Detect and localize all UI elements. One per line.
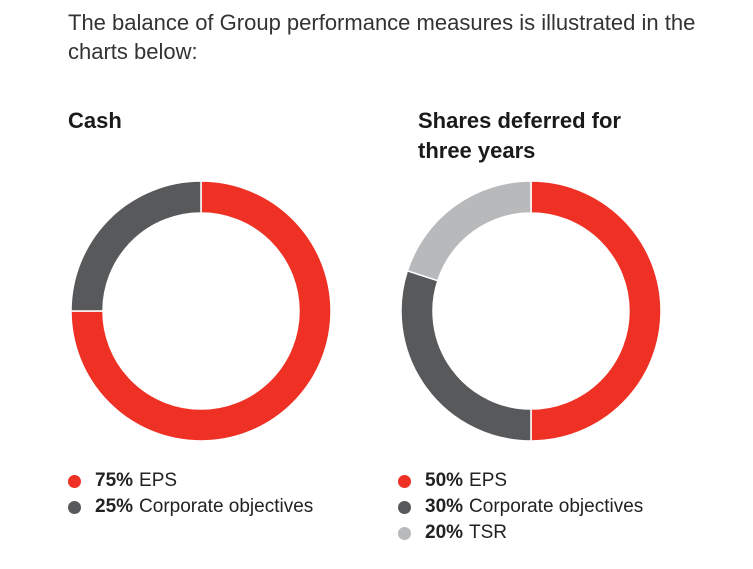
legend-item: 75% EPS (68, 468, 313, 494)
chart-title-shares-deferred: Shares deferred for three years (418, 108, 621, 163)
legend-shares-deferred: 50% EPS 30% Corporate objectives 20% TSR (398, 468, 643, 546)
donut-chart-cash (70, 180, 332, 442)
legend-percent: 30% (425, 496, 464, 517)
legend-percent: 75% (95, 470, 134, 491)
legend-label: Corporate objectives (469, 496, 644, 517)
donut-slice-eps (70, 180, 332, 442)
legend-label: EPS (469, 470, 508, 491)
donut-slice-tsr (406, 180, 532, 282)
donut-slice-corporate-objectives (400, 269, 532, 442)
legend-dot-tsr (398, 526, 411, 540)
legend-item: 20% TSR (398, 520, 643, 546)
legend-dot-eps (68, 474, 81, 488)
legend-percent: 25% (95, 496, 134, 517)
legend-label: EPS (139, 470, 178, 491)
donut-slice-corporate-objectives (70, 180, 202, 312)
legend-dot-corporate-objectives (68, 500, 81, 514)
donut-slice-eps (530, 180, 662, 442)
legend-percent: 50% (425, 470, 464, 491)
intro-text: The balance of Group performance measure… (68, 10, 696, 64)
legend-label: TSR (469, 522, 508, 543)
legend-percent: 20% (425, 522, 464, 543)
legend-item: 50% EPS (398, 468, 643, 494)
legend-cash: 75% EPS 25% Corporate objectives (68, 468, 313, 520)
chart-title-cash: Cash (68, 108, 122, 133)
legend-dot-corporate-objectives (398, 500, 411, 514)
legend-item: 25% Corporate objectives (68, 494, 313, 520)
legend-dot-eps (398, 474, 411, 488)
legend-item: 30% Corporate objectives (398, 494, 643, 520)
legend-label: Corporate objectives (139, 496, 314, 517)
donut-chart-shares-deferred (400, 180, 662, 442)
